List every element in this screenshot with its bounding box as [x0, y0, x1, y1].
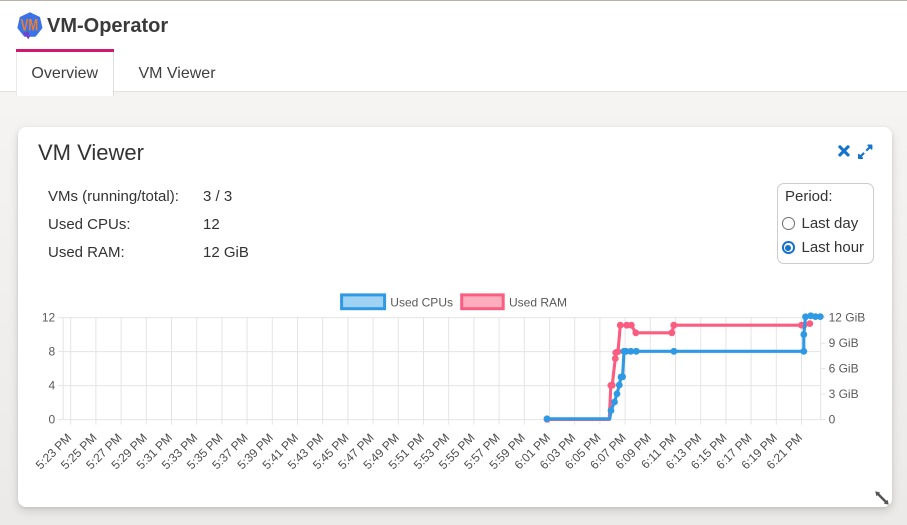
svg-text:VM: VM [21, 17, 39, 35]
svg-text:3 GiB: 3 GiB [829, 387, 859, 401]
svg-text:12: 12 [42, 311, 56, 325]
svg-text:12 GiB: 12 GiB [829, 311, 866, 325]
svg-text:9 GiB: 9 GiB [829, 336, 859, 350]
svg-text:4: 4 [49, 379, 56, 393]
svg-text:Used CPUs: Used CPUs [390, 295, 453, 309]
svg-text:0: 0 [49, 413, 56, 427]
svg-text:8: 8 [49, 345, 56, 359]
svg-text:Used RAM: Used RAM [509, 295, 567, 309]
svg-text:0: 0 [829, 413, 836, 427]
svg-text:6 GiB: 6 GiB [829, 362, 859, 376]
